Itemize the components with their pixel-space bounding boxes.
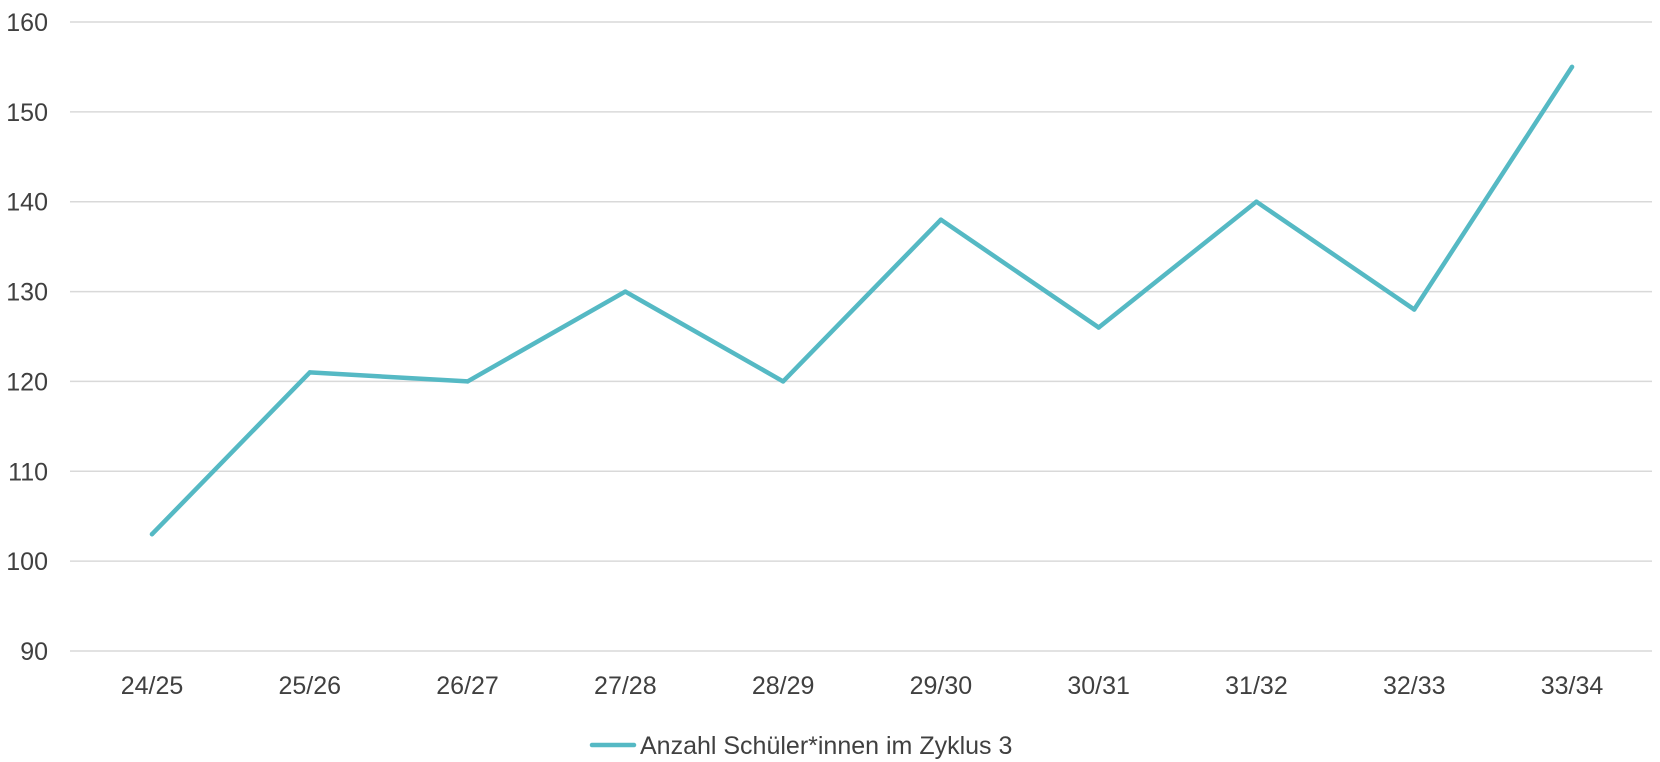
data-point [149,531,155,537]
y-gridlines [70,21,1652,652]
data-point [1412,307,1417,312]
legend-label: Anzahl Schüler*innen im Zyklus 3 [640,732,1012,760]
data-point [1254,199,1259,204]
x-tick-label: 29/30 [910,672,973,700]
x-tick-label: 31/32 [1225,672,1288,700]
data-point [1569,64,1575,70]
x-tick-label: 24/25 [121,672,184,700]
legend: Anzahl Schüler*innen im Zyklus 3 [589,732,1012,760]
x-tick-label: 27/28 [594,672,657,700]
y-tick-label: 130 [6,279,48,307]
x-tick-label: 33/34 [1541,672,1604,700]
data-point [938,217,944,222]
y-tick-label: 140 [6,189,48,217]
x-tick-label: 28/29 [752,672,815,700]
series-line-0 [149,64,1575,537]
x-tick-label: 32/33 [1383,672,1446,700]
x-tick-label: 26/27 [436,672,499,700]
y-tick-label: 110 [8,458,48,486]
x-axis-tick-labels: 24/25 25/26 26/27 27/28 28/29 29/30 30/31 31/32… [121,672,1604,700]
y-tick-label: 150 [6,99,48,127]
y-tick-label: 100 [6,548,48,576]
data-point [307,370,312,375]
data-point [465,379,470,384]
y-tick-label: 160 [6,9,48,37]
data-point [1096,325,1101,330]
series-lines [149,64,1575,537]
data-point [780,379,786,384]
x-tick-label: 30/31 [1067,672,1130,700]
y-tick-label: 120 [6,368,48,396]
y-axis-tick-labels: 90 100 110 120 130 140 150 160 [6,9,48,666]
x-tick-label: 25/26 [278,672,341,700]
y-tick-label: 90 [20,638,48,666]
data-point [623,289,628,294]
